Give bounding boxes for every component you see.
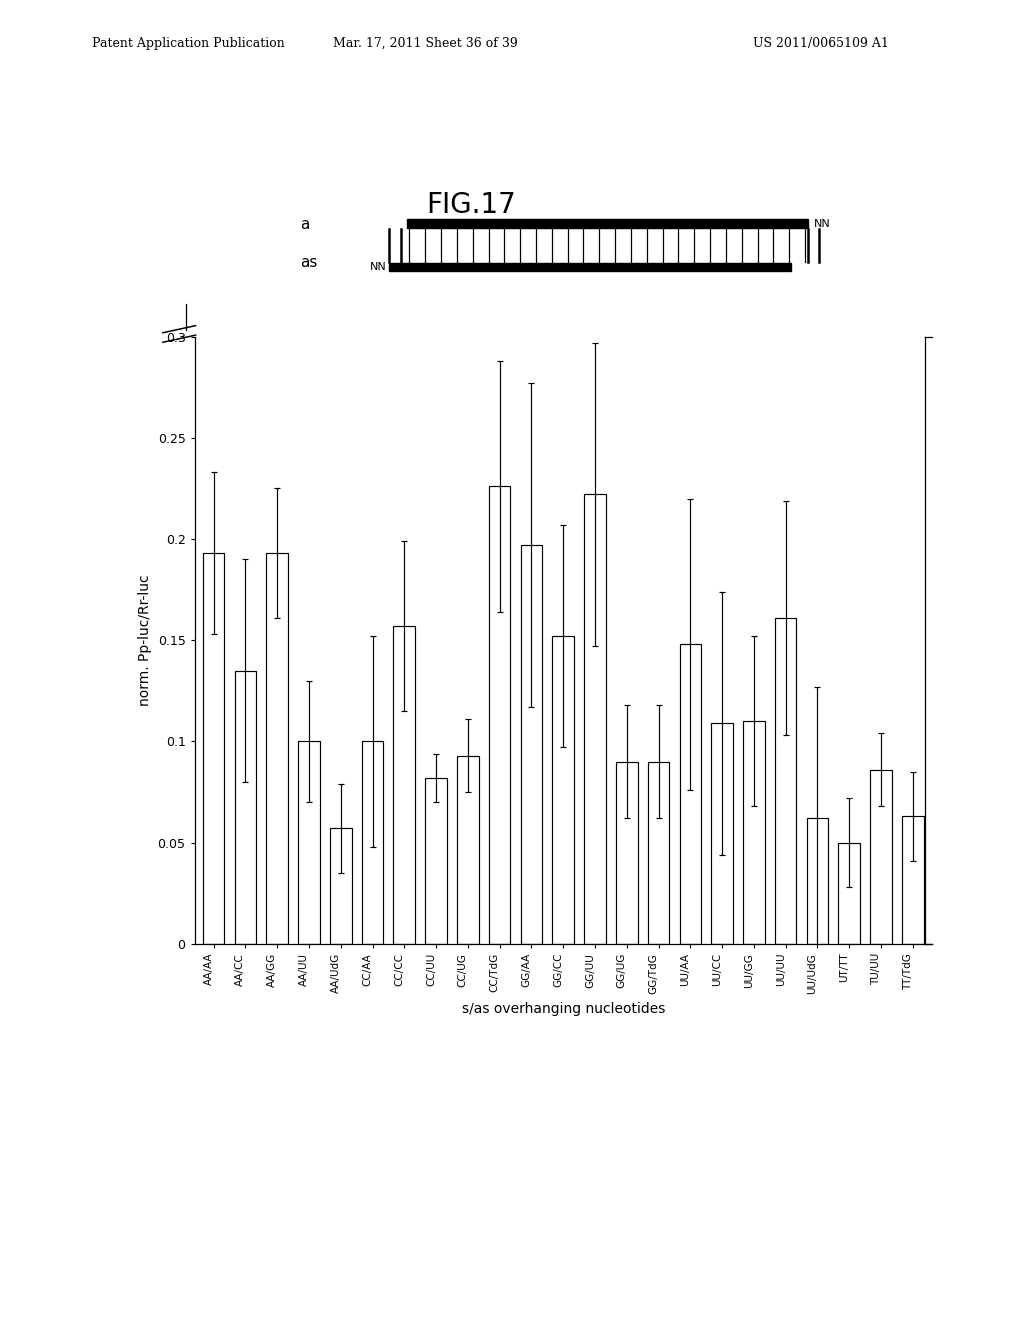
Text: Patent Application Publication: Patent Application Publication <box>92 37 285 50</box>
Text: NN: NN <box>370 263 386 272</box>
Text: a: a <box>300 216 310 232</box>
Bar <box>552 636 574 944</box>
Bar <box>520 545 543 944</box>
Bar <box>870 770 892 944</box>
Bar <box>203 553 224 944</box>
Text: Mar. 17, 2011 Sheet 36 of 39: Mar. 17, 2011 Sheet 36 of 39 <box>333 37 517 50</box>
Bar <box>488 486 510 944</box>
Bar <box>361 742 383 944</box>
Bar <box>648 762 670 944</box>
Bar <box>807 818 828 944</box>
Bar <box>902 816 924 944</box>
Text: NN: NN <box>814 219 830 228</box>
Bar <box>616 762 638 944</box>
Bar <box>775 618 797 944</box>
Bar <box>584 495 606 944</box>
Y-axis label: norm. Pp-luc/Rr-luc: norm. Pp-luc/Rr-luc <box>138 574 152 706</box>
Text: US 2011/0065109 A1: US 2011/0065109 A1 <box>753 37 889 50</box>
Bar <box>839 842 860 944</box>
Text: FIG.17: FIG.17 <box>426 191 516 219</box>
Bar <box>712 723 733 944</box>
X-axis label: s/as overhanging nucleotides: s/as overhanging nucleotides <box>462 1002 665 1016</box>
Bar <box>298 742 319 944</box>
Text: as: as <box>300 255 317 271</box>
Bar <box>234 671 256 944</box>
Bar <box>266 553 288 944</box>
Bar <box>330 829 351 944</box>
Bar <box>393 626 415 944</box>
Bar <box>680 644 701 944</box>
Bar <box>743 721 765 944</box>
Bar <box>407 219 808 228</box>
Bar <box>457 755 478 944</box>
Bar <box>389 263 791 272</box>
Bar <box>425 777 446 944</box>
